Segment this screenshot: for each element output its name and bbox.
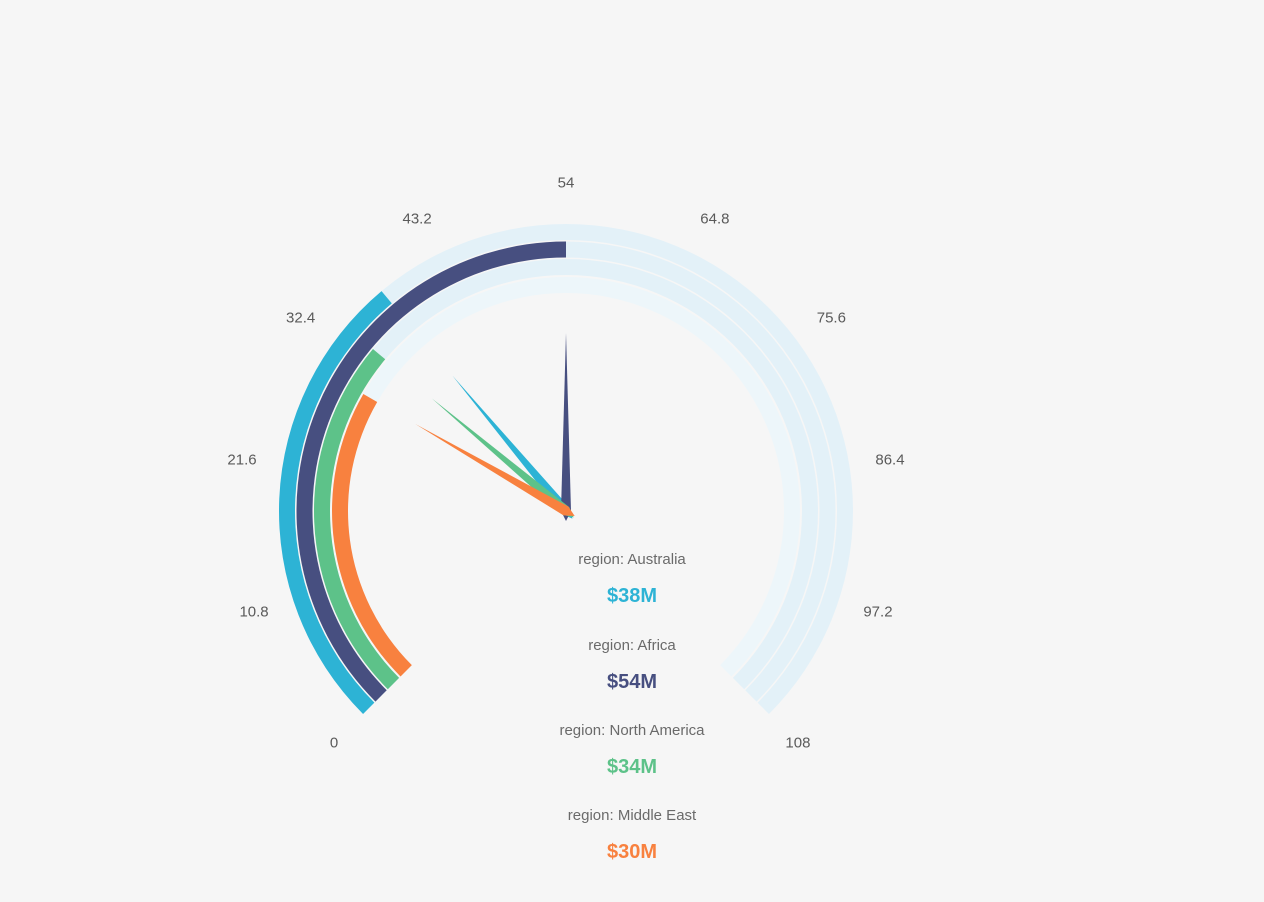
- axis-tick-label: 64.8: [700, 210, 730, 228]
- gauge-progress-australia: [278, 291, 392, 714]
- gauge-series-value: $30M: [606, 841, 658, 863]
- gauge-progress-north-america: [313, 349, 400, 690]
- axis-tick-label: 86.4: [875, 451, 905, 469]
- axis-tick-label: 108: [785, 734, 811, 752]
- gauge-series-title: region: Australia: [578, 551, 686, 568]
- gauge-series-title: region: Middle East: [567, 807, 697, 824]
- gauge-series-value: $54M: [606, 671, 658, 693]
- gauge-needle-australia: [452, 375, 573, 519]
- gauge-series-value: $38M: [606, 585, 658, 607]
- gauge-series-title: region: Africa: [588, 637, 676, 654]
- gauge-series-value: $34M: [606, 756, 658, 778]
- readout-middle-east: region: Middle East $30M: [0, 805, 1264, 865]
- axis-tick-label: 0: [329, 734, 339, 752]
- axis-tick-label: 32.4: [286, 309, 316, 327]
- gauge-needle-africa: [561, 333, 571, 521]
- readout-north-america: region: North America $34M: [0, 720, 1264, 780]
- gauge-series-title: region: North America: [559, 722, 705, 739]
- axis-tick-label: 43.2: [402, 210, 432, 228]
- readout-australia: region: Australia $38M: [0, 549, 1264, 609]
- axis-tick-label: 54: [557, 174, 575, 192]
- readout-africa: region: Africa $54M: [0, 635, 1264, 695]
- gauge-progress-africa: [296, 241, 566, 702]
- axis-tick-label: 21.6: [227, 451, 257, 469]
- gauge-progress-middle-east: [332, 394, 412, 677]
- gauge-needle-north-america: [431, 398, 574, 518]
- axis-tick-label: 97.2: [863, 603, 893, 621]
- axis-tick-label: 75.6: [816, 309, 846, 327]
- axis-tick-label: 10.8: [239, 603, 269, 621]
- gauge-needle-middle-east: [415, 424, 575, 516]
